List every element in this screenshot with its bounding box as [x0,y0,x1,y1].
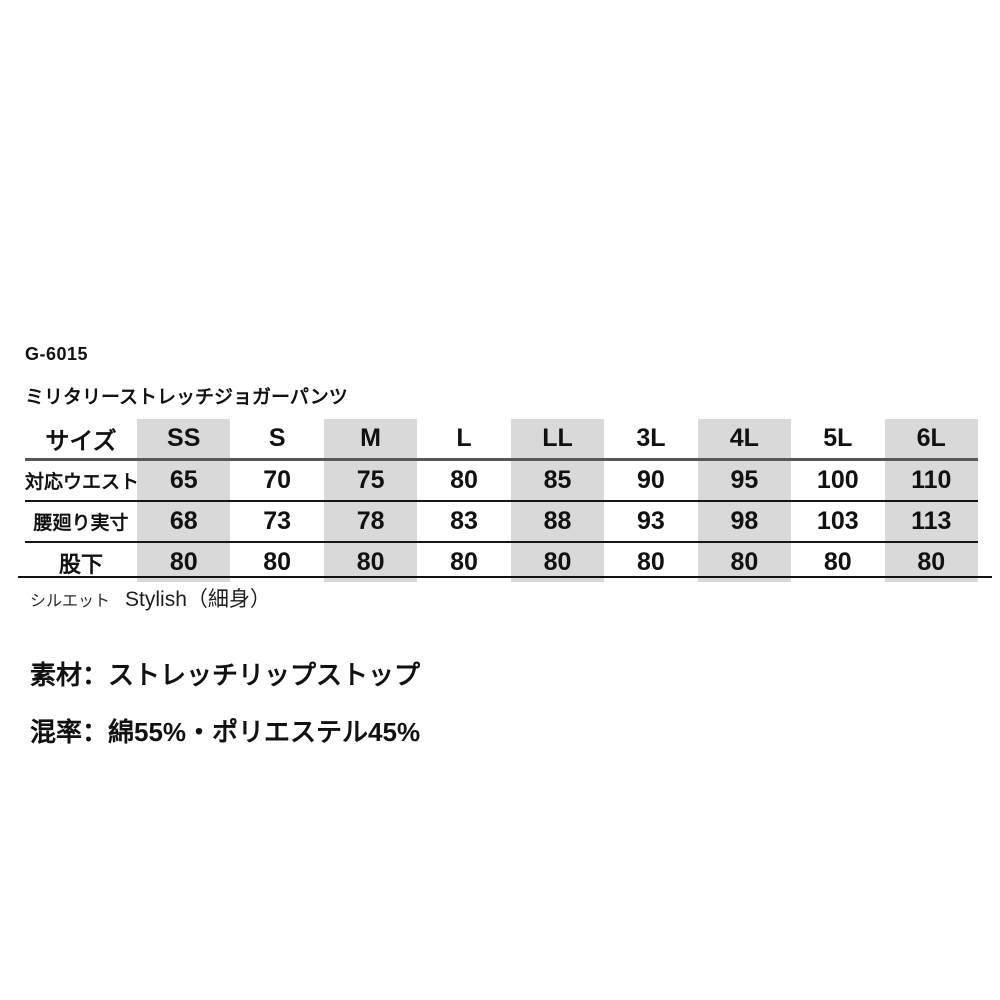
size-value-cell: 80 [697,542,792,582]
size-value-cell: 100 [791,459,885,502]
size-value-cell: 80 [450,548,478,576]
size-value-cell: 83 [417,501,511,543]
size-value-cell: 95 [697,459,792,502]
size-value-cell: 88 [510,501,605,543]
silhouette-label: シルエット [30,593,111,610]
col-header-ll: LL [510,419,605,461]
col-header-3l: 3L [604,419,698,461]
size-value-cell: 80 [637,548,665,576]
row-label-waist-fit: 対応ウエスト [25,459,139,502]
col-header-m: M [323,419,418,461]
size-value-cell: 80 [884,542,978,582]
table-row-inseam: 股下 80 80 80 80 80 80 80 80 80 [25,542,978,582]
row-label-inseam: 股下 [58,551,103,577]
silhouette-row: シルエット Stylish（細身） [30,583,271,613]
size-value-cell: 85 [510,459,605,502]
size-table-corner-label: サイズ [25,419,137,461]
size-value-cell: 75 [323,459,418,502]
size-value-cell: 80 [417,459,511,502]
product-code: G-6015 [25,344,89,364]
table-row-waist-actual: 腰廻り実寸 68 73 78 83 88 93 98 103 113 [25,501,978,543]
silhouette-value: Stylish（細身） [125,588,271,611]
product-name: ミリタリーストレッチジョガーパンツ [25,387,348,408]
size-value-cell: 98 [697,501,792,543]
size-value-cell: 65 [137,459,231,502]
col-header-l: L [417,419,511,461]
size-value-cell: 103 [791,501,885,543]
col-header-6l: 6L [884,419,978,461]
size-value-cell: 80 [510,542,605,582]
col-header-4l: 4L [697,419,792,461]
col-header-5l: 5L [791,419,885,461]
col-header-ss: SS [137,419,231,461]
size-value-cell: 80 [323,542,418,582]
size-value-cell: 78 [323,501,418,543]
table-row-waist-fit: 対応ウエスト 65 70 75 80 85 90 95 100 110 [25,459,978,502]
table-bottom-rule [18,576,992,578]
size-table: サイズ SS S M L LL 3L 4L 5L 6L 対応ウエスト 65 70… [25,419,978,582]
size-value-cell: 93 [604,501,698,543]
size-value-cell: 110 [884,459,978,502]
size-value-cell: 68 [137,501,231,543]
size-value-cell: 90 [604,459,698,502]
material-line: 素材：ストレッチリップストップ [30,660,421,690]
size-header-row: サイズ SS S M L LL 3L 4L 5L 6L [25,419,978,461]
size-value-cell: 70 [230,459,324,502]
blend-line: 混率：綿55%・ポリエステル45% [30,717,421,747]
size-value-cell: 80 [823,548,852,576]
col-header-s: S [230,419,324,461]
size-value-cell: 73 [230,501,324,543]
size-value-cell: 80 [137,542,231,582]
size-value-cell: 113 [884,501,978,543]
size-value-cell: 80 [263,548,292,576]
row-label-waist-actual: 腰廻り実寸 [25,501,137,543]
